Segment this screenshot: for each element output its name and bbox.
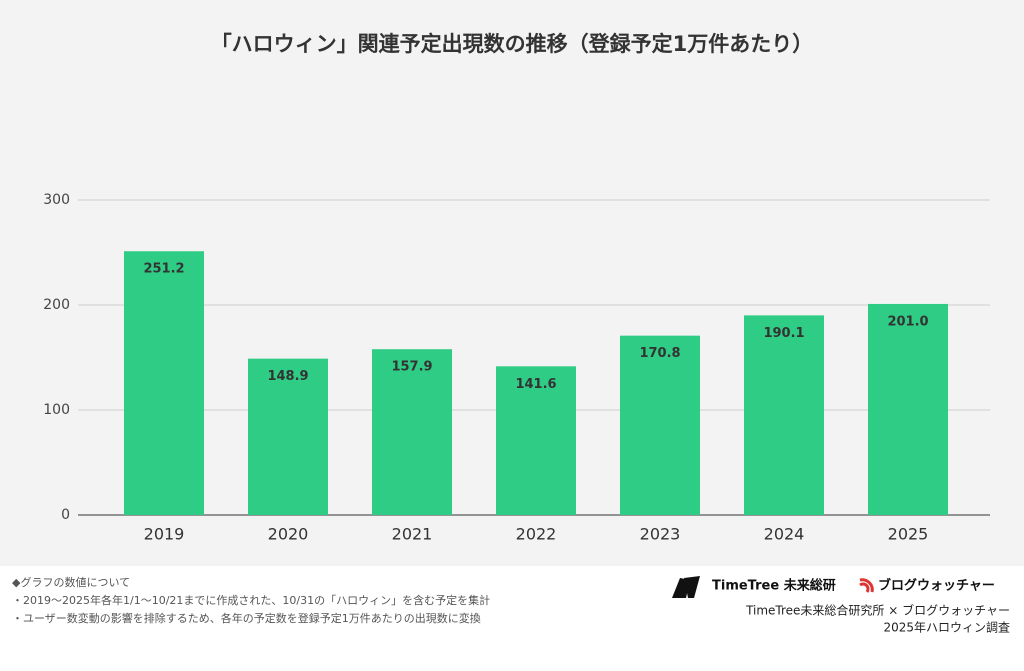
x-tick-label: 2020 <box>268 525 309 544</box>
bar <box>248 358 328 515</box>
bar <box>620 335 700 515</box>
x-tick-label: 2023 <box>640 525 681 544</box>
blogwatcher-icon <box>859 578 874 593</box>
y-tick-label: 300 <box>43 192 70 208</box>
value-label: 201.0 <box>887 314 928 329</box>
credit: TimeTree未来総合研究所 × ブログウォッチャー <box>745 603 1010 618</box>
chart-title: 「ハロウィン」関連予定出現数の推移（登録予定1万件あたり） <box>211 32 814 56</box>
y-tick-label: 0 <box>61 507 70 523</box>
value-label: 141.6 <box>515 377 556 392</box>
value-label: 170.8 <box>639 346 680 361</box>
x-tick-label: 2019 <box>144 525 185 544</box>
logo-text: TimeTree 未来総研 <box>712 578 836 594</box>
x-tick-label: 2025 <box>888 525 929 544</box>
credit: 2025年ハロウィン調査 <box>883 621 1010 635</box>
value-label: 190.1 <box>763 326 804 341</box>
bar <box>496 366 576 515</box>
y-tick-label: 100 <box>43 402 70 418</box>
y-tick-label: 200 <box>43 297 70 313</box>
bar <box>372 349 452 515</box>
x-tick-label: 2022 <box>516 525 557 544</box>
value-label: 157.9 <box>391 360 432 375</box>
note: ・ユーザー数変動の影響を排除するため、各年の予定数を登録予定1万件あたりの出現数… <box>12 611 481 625</box>
note: ◆グラフの数値について <box>12 575 130 589</box>
bar <box>868 303 948 515</box>
bar <box>124 251 204 516</box>
logo-text: ブログウォッチャー <box>878 578 995 594</box>
bar <box>744 315 824 515</box>
value-label: 251.2 <box>143 262 184 277</box>
x-tick-label: 2021 <box>392 525 433 544</box>
x-tick-label: 2024 <box>764 525 805 544</box>
note: ・2019～2025年各年1/1～10/21までに作成された、10/31の「ハロ… <box>12 593 490 607</box>
timetree-icon <box>672 576 700 598</box>
value-label: 148.9 <box>267 369 308 384</box>
